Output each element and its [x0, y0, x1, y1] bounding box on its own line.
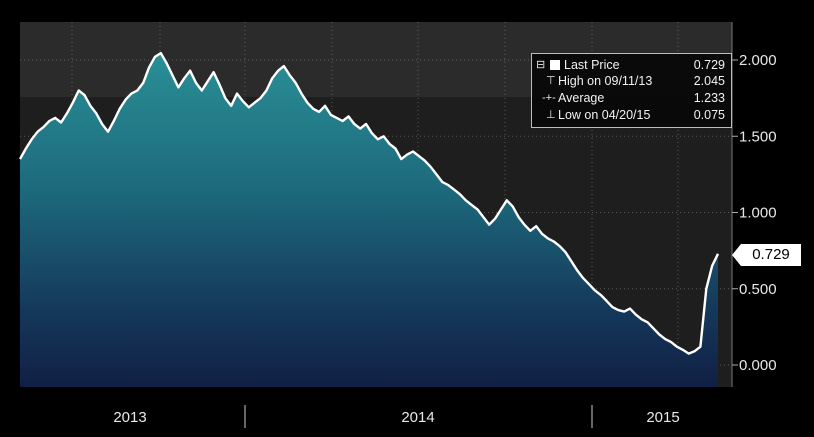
legend-high: ⊤ High on 09/11/13 2.045 — [536, 73, 725, 89]
y-tick-label: 1.500 — [739, 128, 777, 145]
legend-value: 1.233 — [693, 91, 725, 105]
legend-low: ⊥ Low on 04/20/15 0.075 — [536, 107, 725, 123]
last-value-badge: 0.729 — [732, 244, 801, 266]
legend-average: -+- Average 1.233 — [536, 90, 725, 106]
legend-last-price: ⊟ Last Price 0.729 — [536, 57, 725, 73]
high-marker-icon: ⊤ — [546, 75, 556, 87]
price-line — [18, 51, 720, 355]
legend-value: 0.075 — [693, 108, 725, 122]
x-tick-label: 2014 — [401, 409, 434, 426]
average-marker-icon: -+- — [542, 92, 556, 104]
x-axis: 2013 2014 2015 — [113, 405, 680, 428]
legend: ⊟ Last Price 0.729 ⊤ High on 09/11/13 2.… — [531, 53, 732, 128]
legend-label: High on 09/11/13 — [558, 74, 653, 88]
legend-value: 2.045 — [693, 74, 725, 88]
legend-collapse-icon: ⊟ — [536, 59, 546, 71]
y-tick-label: 0.500 — [739, 281, 777, 298]
legend-value: 0.729 — [693, 58, 725, 72]
y-tick-label: 0.000 — [739, 357, 777, 374]
low-marker-icon: ⊥ — [546, 109, 556, 121]
legend-label: Low on 04/20/15 — [558, 108, 651, 122]
y-tick-label: 2.000 — [739, 52, 777, 69]
x-tick-label: 2015 — [646, 409, 679, 426]
y-axis: 0.000 0.500 1.000 1.500 2.000 — [731, 22, 777, 387]
last-price-swatch — [550, 60, 560, 70]
y-tick-label: 1.000 — [739, 205, 777, 222]
price-area — [20, 53, 718, 387]
legend-label: Average — [558, 91, 605, 105]
legend-label: Last Price — [564, 58, 620, 72]
x-tick-label: 2013 — [113, 409, 146, 426]
